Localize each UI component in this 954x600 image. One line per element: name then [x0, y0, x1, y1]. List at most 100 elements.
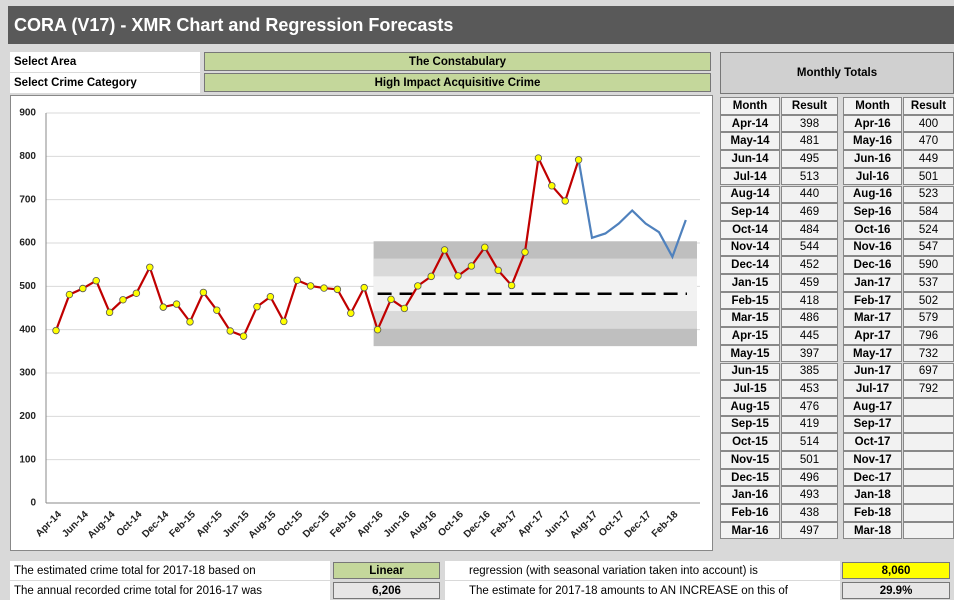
table-header: Result [903, 97, 954, 115]
result-cell: 584 [903, 203, 954, 221]
month-cell: Aug-17 [843, 397, 902, 416]
data-point [52, 326, 60, 335]
data-point [320, 284, 328, 292]
result-cell [903, 504, 954, 522]
filter-select[interactable]: High Impact Acquisitive Crime [204, 73, 711, 92]
x-tick-label: Dec-16 [462, 509, 493, 540]
month-cell: Jun-15 [720, 362, 780, 381]
data-point [186, 318, 194, 326]
summary-value: 29.9% [842, 582, 950, 599]
month-cell: Jan-15 [720, 274, 780, 292]
month-cell: Mar-17 [843, 309, 902, 328]
result-cell: 440 [781, 185, 838, 204]
x-tick-label: Feb-16 [328, 509, 359, 540]
result-cell: 452 [781, 256, 838, 274]
result-cell: 501 [903, 167, 954, 186]
month-cell: Feb-18 [843, 504, 902, 522]
data-point [306, 282, 315, 290]
month-cell: Jan-17 [843, 274, 902, 292]
data-point [172, 300, 181, 308]
month-cell: Dec-17 [843, 468, 902, 487]
result-cell: 419 [781, 415, 838, 434]
data-point [159, 303, 167, 311]
month-cell: Dec-15 [720, 468, 780, 487]
month-cell: Aug-15 [720, 397, 780, 416]
month-cell: Nov-16 [843, 238, 902, 257]
month-cell: Feb-16 [720, 504, 780, 522]
x-tick-label: Feb-18 [650, 509, 681, 540]
result-cell: 397 [781, 344, 838, 363]
y-tick-label: 700 [19, 194, 36, 205]
data-point [360, 283, 368, 292]
result-cell: 501 [781, 451, 838, 469]
x-tick-label: Apr-14 [34, 509, 64, 539]
data-point [574, 156, 583, 164]
result-cell [903, 521, 954, 540]
y-tick-label: 0 [30, 498, 36, 509]
month-cell: Feb-17 [843, 291, 902, 310]
filter-label: Select Area [10, 52, 200, 72]
month-cell: Jun-17 [843, 362, 902, 381]
month-cell: Mar-16 [720, 521, 780, 540]
result-cell: 502 [903, 291, 954, 310]
filter-select[interactable]: The Constabulary [204, 52, 711, 71]
summary-text: The annual recorded crime total for 2016… [10, 581, 330, 600]
result-cell [903, 397, 954, 416]
result-cell: 579 [903, 309, 954, 328]
data-point [266, 293, 275, 301]
month-cell: May-16 [843, 132, 902, 151]
result-cell: 486 [781, 309, 838, 328]
title: CORA (V17) - XMR Chart and Regression Fo… [8, 6, 954, 44]
series-line [54, 154, 580, 338]
data-point [440, 246, 449, 254]
month-cell: Nov-15 [720, 451, 780, 469]
summary-box[interactable]: Linear [333, 562, 440, 579]
month-cell: Jul-17 [843, 380, 902, 398]
result-cell: 469 [781, 203, 838, 221]
month-cell: May-14 [720, 132, 780, 151]
x-tick-label: Feb-15 [167, 509, 198, 540]
result-cell: 792 [903, 380, 954, 398]
x-tick-label: Aug-16 [407, 509, 439, 541]
summary-value: 8,060 [842, 562, 950, 579]
result-cell: 493 [781, 486, 838, 505]
table-title: Monthly Totals [720, 52, 954, 94]
month-cell: Oct-15 [720, 433, 780, 451]
result-cell: 459 [781, 274, 838, 292]
summary-box: 6,206 [333, 582, 440, 599]
data-point [253, 303, 261, 311]
result-cell [903, 451, 954, 469]
summary-text: The estimated crime total for 2017-18 ba… [10, 561, 330, 580]
month-cell: Nov-14 [720, 238, 780, 257]
x-tick-label: Apr-15 [195, 509, 225, 539]
result-cell: 400 [903, 114, 954, 133]
table-header: Result [781, 97, 838, 115]
month-cell: Feb-15 [720, 291, 780, 310]
data-point [494, 266, 502, 274]
result-cell [903, 468, 954, 487]
result-cell: 547 [903, 238, 954, 257]
month-cell: Dec-16 [843, 256, 902, 274]
table-header: Month [720, 97, 780, 115]
x-tick-label: Oct-17 [597, 509, 627, 539]
x-tick-label: Oct-14 [115, 509, 145, 539]
month-cell: Sep-14 [720, 203, 780, 221]
result-cell: 445 [781, 327, 838, 345]
result-cell: 476 [781, 397, 838, 416]
result-cell: 398 [781, 114, 838, 133]
summary-text: regression (with seasonal variation take… [445, 561, 840, 580]
result-cell: 481 [781, 132, 838, 151]
y-tick-label: 500 [19, 281, 36, 292]
month-cell: Oct-14 [720, 220, 780, 239]
month-cell: Dec-14 [720, 256, 780, 274]
x-tick-label: Aug-14 [86, 509, 118, 541]
y-tick-label: 200 [19, 411, 36, 422]
result-cell: 524 [903, 220, 954, 239]
data-point [280, 317, 288, 326]
month-cell: Oct-16 [843, 220, 902, 239]
data-point [226, 327, 234, 335]
result-cell: 537 [903, 274, 954, 292]
result-cell: 514 [781, 433, 838, 451]
month-cell: Jan-16 [720, 486, 780, 505]
